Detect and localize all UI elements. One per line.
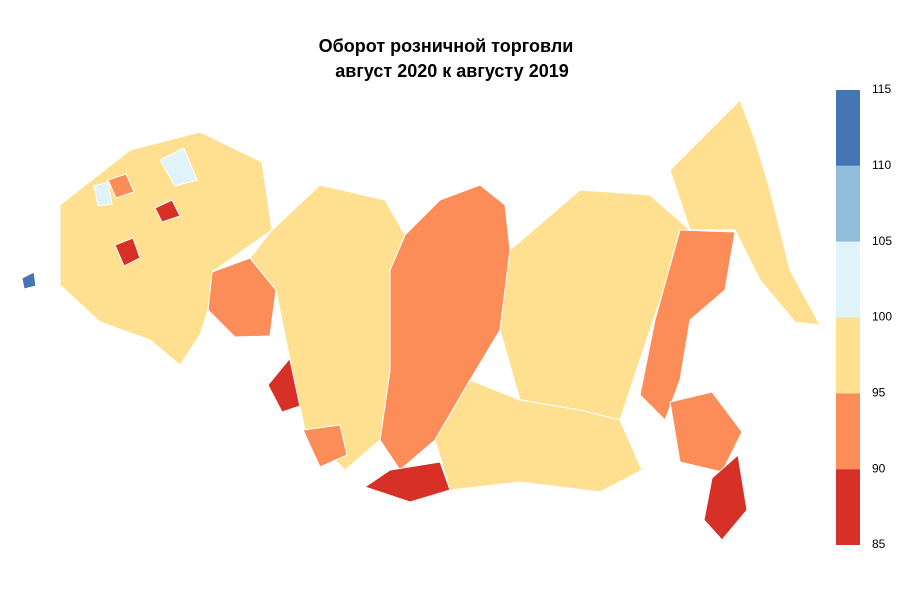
legend-tick-label: 85 xyxy=(872,537,886,551)
legend-swatch xyxy=(836,469,860,545)
region xyxy=(114,237,141,267)
chart-subtitle: август 2020 к августу 2019 xyxy=(335,61,568,81)
legend-tick-label: 95 xyxy=(872,386,886,400)
legend-swatch xyxy=(836,165,860,242)
legend-swatch xyxy=(836,393,860,470)
region xyxy=(499,189,691,421)
legend-tick-label: 100 xyxy=(872,310,892,324)
region xyxy=(107,173,135,199)
region xyxy=(639,229,736,421)
region xyxy=(249,184,406,471)
legend-swatch xyxy=(836,241,860,318)
legend-swatch xyxy=(836,90,860,166)
region xyxy=(434,379,643,493)
legend-tick-label: 105 xyxy=(872,234,892,248)
legend-tick-label: 110 xyxy=(872,158,891,172)
region xyxy=(364,461,451,503)
region xyxy=(93,181,113,207)
region xyxy=(154,199,181,223)
map xyxy=(21,99,821,541)
region xyxy=(669,391,743,473)
region xyxy=(21,271,37,290)
region xyxy=(159,147,198,187)
region xyxy=(669,99,821,326)
region xyxy=(703,454,748,541)
legend-tick-label: 90 xyxy=(872,461,886,475)
legend-swatch xyxy=(836,317,860,394)
chart-title: Оборот розничной торговли xyxy=(319,36,574,56)
legend: 85 90 95 100 105 110 115 xyxy=(836,82,892,551)
region xyxy=(302,424,348,468)
legend-tick-label: 115 xyxy=(872,82,891,96)
